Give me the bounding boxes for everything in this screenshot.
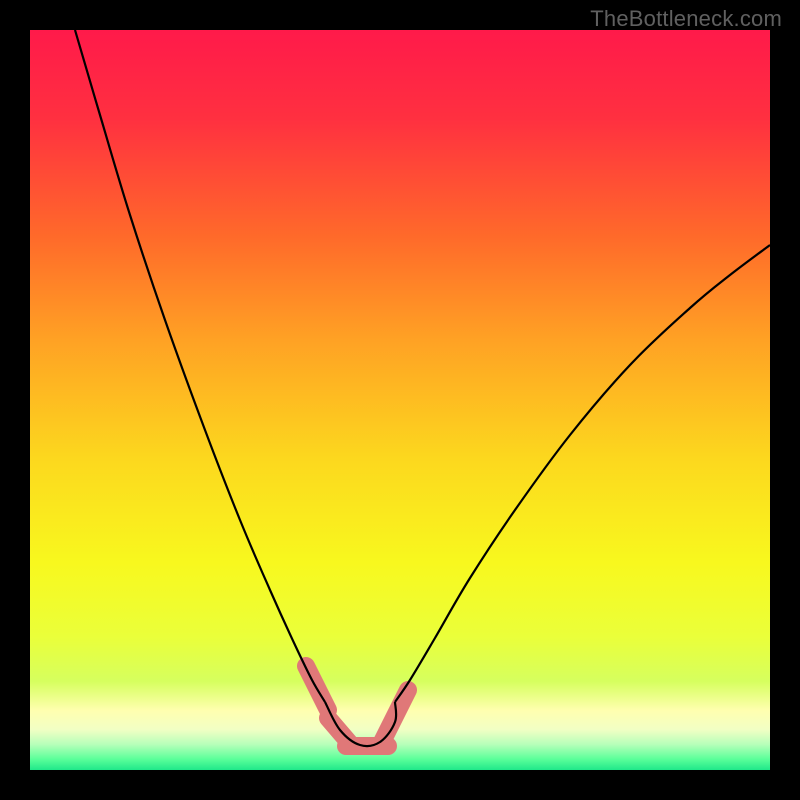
plot-svg — [30, 30, 770, 770]
watermark-text: TheBottleneck.com — [590, 6, 782, 32]
gradient-background — [30, 30, 770, 770]
plot-area — [30, 30, 770, 770]
chart-frame: TheBottleneck.com — [0, 0, 800, 800]
